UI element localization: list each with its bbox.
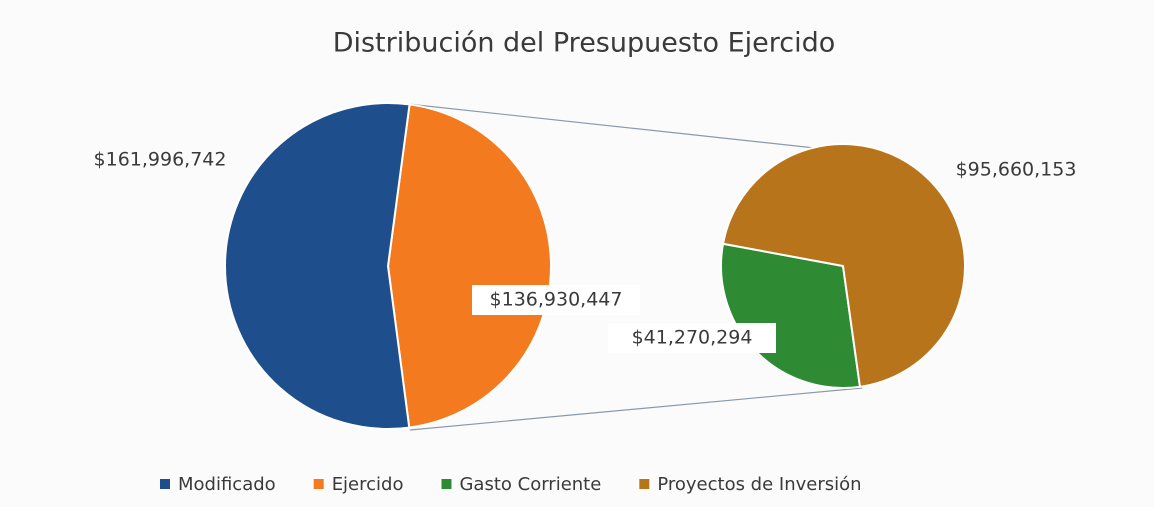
- label-background: [608, 323, 776, 353]
- legend-marker: [313, 479, 324, 489]
- data-label: $136,930,447: [490, 289, 623, 311]
- connector-line: [409, 387, 863, 431]
- legend-label: Ejercido: [332, 474, 404, 495]
- pie-slice: [386, 103, 552, 429]
- legend-marker: [160, 479, 170, 489]
- data-label: $41,270,294: [632, 327, 753, 349]
- legend-label: Gasto Corriente: [459, 474, 601, 495]
- label-background: [472, 285, 640, 315]
- legend-label: Modificado: [178, 474, 276, 495]
- legend-marker: [639, 479, 650, 489]
- pie-slice: [224, 102, 411, 430]
- connector-line: [407, 103, 816, 149]
- legend-marker: [441, 479, 452, 489]
- pie-slice: [721, 143, 966, 388]
- data-label: $161,996,742: [94, 149, 227, 171]
- data-label: $95,660,153: [956, 159, 1077, 181]
- chart-title: Distribución del Presupuesto Ejercido: [333, 28, 836, 59]
- legend-label: Proyectos de Inversión: [657, 474, 861, 495]
